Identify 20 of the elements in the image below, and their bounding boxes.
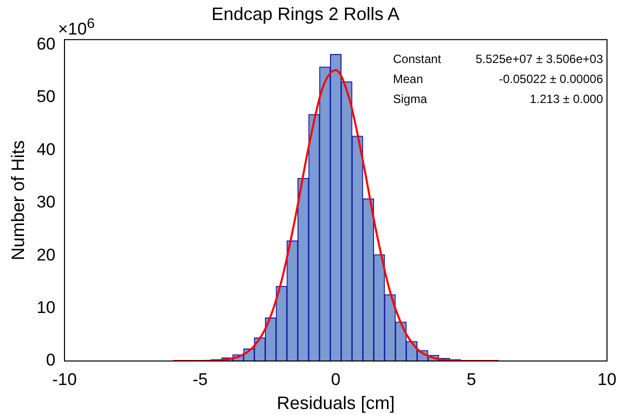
chart-title: Endcap Rings 2 Rolls A xyxy=(211,4,400,24)
text: Sigma 1.213 ± 0.000 xyxy=(393,92,603,106)
x-tick-label: -5 xyxy=(192,370,208,389)
x-tick-label: -10 xyxy=(52,370,77,389)
text: Constant 5.525e+07 ± 3.506e+03 xyxy=(393,52,603,66)
y-tick-label: 10 xyxy=(36,298,56,317)
x-tick-label: 10 xyxy=(598,370,616,389)
x-tick-label: 5 xyxy=(466,370,476,389)
x-tick-label: 0 xyxy=(331,370,340,389)
text: ×10$^{6}$ xyxy=(58,16,95,40)
y-tick-label: 50 xyxy=(36,87,56,106)
y-tick-label: 60 xyxy=(36,34,56,54)
y-tick-label: 0 xyxy=(46,350,56,370)
y-tick-label: 30 xyxy=(36,192,56,212)
y-tick-label: 40 xyxy=(36,140,56,159)
y-tick-label: 20 xyxy=(36,245,56,264)
line-series xyxy=(172,69,500,361)
x-axis-title: Residuals [cm] xyxy=(276,393,395,414)
y-axis-title: Number of Hits xyxy=(8,140,28,260)
text: Mean -0.05022 ± 0.00006 xyxy=(393,72,603,86)
